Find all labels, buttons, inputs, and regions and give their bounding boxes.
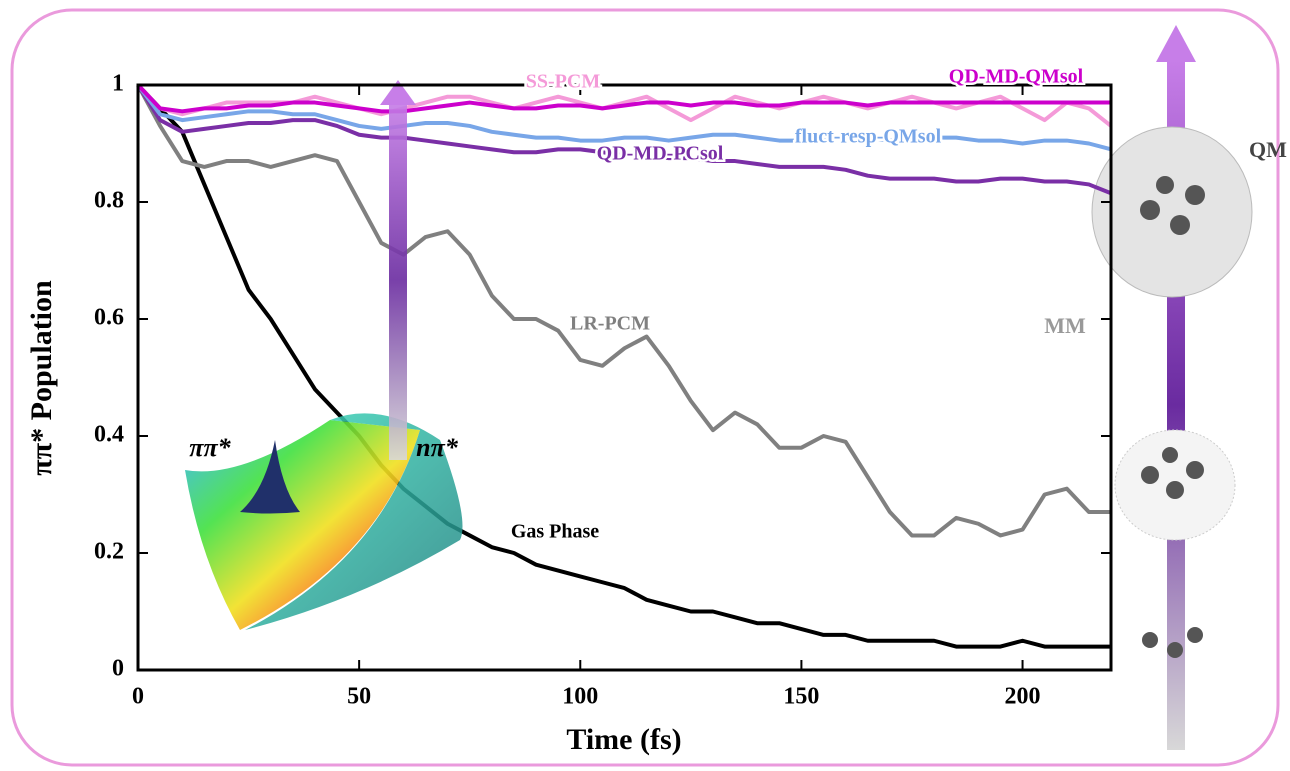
inset-surface bbox=[245, 413, 463, 630]
annotation: ππ* bbox=[189, 433, 231, 462]
inset-wavepacket bbox=[240, 440, 300, 514]
series-label: QD-MD-PCsol bbox=[597, 143, 724, 165]
inset-arrow-head bbox=[380, 80, 416, 105]
series-line bbox=[136, 84, 1111, 538]
molecules bbox=[1140, 176, 1205, 658]
annotation: QM bbox=[1249, 137, 1287, 162]
side-arrow-head bbox=[1156, 25, 1196, 62]
x-axis-label: Time (fs) bbox=[566, 723, 681, 756]
series-label: QD-MD-QMsol bbox=[949, 66, 1084, 88]
inset-arrow bbox=[389, 100, 407, 460]
plot-frame bbox=[136, 83, 1113, 672]
y-axis-label: ππ* Population bbox=[25, 280, 58, 476]
x-tick-label: 100 bbox=[562, 684, 598, 710]
series-label: LR-PCM bbox=[570, 313, 650, 335]
x-tick-label: 150 bbox=[783, 684, 819, 710]
y-tick-label: 0.2 bbox=[94, 539, 124, 565]
series-line bbox=[136, 83, 1112, 196]
series-line bbox=[136, 83, 1112, 152]
y-tick-label: 1 bbox=[112, 71, 124, 97]
series-label: Gas Phase bbox=[511, 521, 599, 543]
y-tick-label: 0.8 bbox=[94, 188, 124, 214]
series-label: fluct-resp-QMsol bbox=[795, 126, 942, 148]
series-line bbox=[136, 83, 1111, 649]
inset-surface bbox=[185, 420, 420, 630]
y-tick-label: 0.4 bbox=[94, 422, 124, 448]
series-line bbox=[136, 83, 1111, 114]
annotation: MM bbox=[1044, 313, 1086, 338]
series-label: SS-PCM bbox=[526, 71, 601, 93]
x-tick-label: 0 bbox=[132, 684, 144, 710]
annotation: nπ* bbox=[416, 433, 459, 462]
y-tick-label: 0 bbox=[112, 656, 124, 682]
frame bbox=[10, 8, 1280, 767]
x-tick-label: 200 bbox=[1005, 684, 1041, 710]
x-tick-label: 50 bbox=[347, 684, 371, 710]
y-tick-label: 0.6 bbox=[94, 305, 124, 331]
qm-mm-sphere bbox=[1091, 126, 1253, 298]
